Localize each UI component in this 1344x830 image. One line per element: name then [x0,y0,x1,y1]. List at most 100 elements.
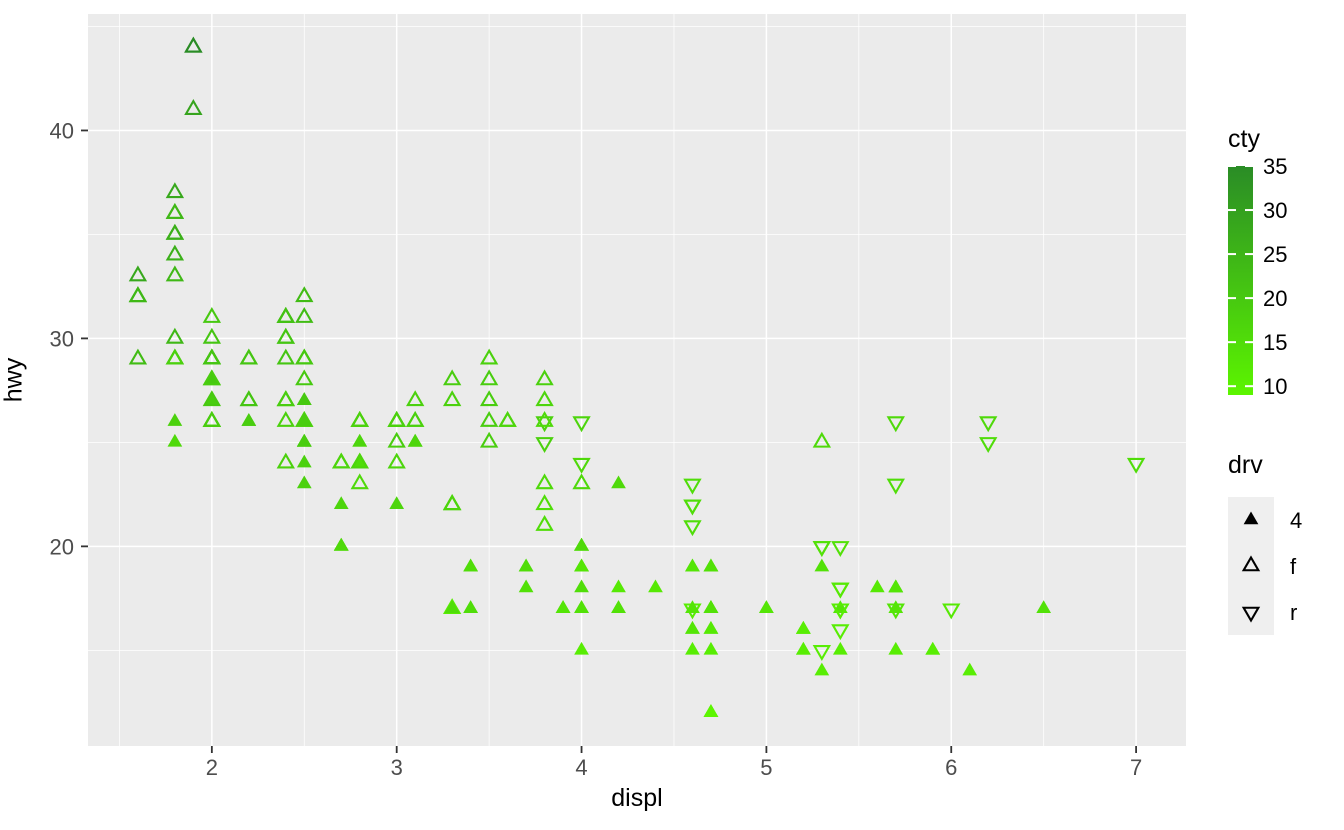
data-point [535,437,554,453]
data-point [333,496,349,510]
drv-legend-symbol-4 [1243,511,1259,525]
data-point [685,641,700,655]
data-point [886,478,905,495]
data-point [886,416,905,433]
cty-legend-label: 20 [1263,286,1287,311]
data-point [479,431,499,448]
data-point [165,348,185,365]
data-point [167,413,183,426]
data-point [812,431,832,448]
data-point [812,645,832,661]
data-point [442,369,462,386]
y-tick-label: 30 [50,326,74,351]
data-point [574,641,589,655]
data-point [239,348,258,365]
drv-legend-key [1228,543,1274,589]
data-point [518,579,534,593]
data-point [831,624,850,641]
data-point [683,478,702,495]
data-point [167,433,183,447]
data-point [703,600,719,613]
data-point [128,265,148,282]
data-point [611,475,626,489]
data-point [184,99,203,115]
data-point [979,416,998,433]
data-point [479,390,499,407]
data-point [296,433,312,447]
cty-legend-label: 25 [1263,242,1287,267]
data-point [535,514,554,531]
data-point [387,431,406,448]
data-point [406,390,425,407]
data-point [165,203,185,219]
data-point [165,223,185,240]
x-tick-label: 7 [1130,755,1142,780]
data-point [352,433,368,447]
data-point [572,473,591,490]
data-point [812,541,832,557]
data-point [202,307,222,323]
data-point [683,499,702,516]
drv-legend-key [1228,589,1274,635]
data-point [239,390,258,407]
x-axis-title: displ [611,784,663,812]
data-point [814,662,830,676]
data-point [832,641,848,655]
data-point [479,348,499,365]
x-tick-label: 3 [391,755,403,780]
data-point [276,348,295,365]
data-point [407,433,423,447]
data-point [685,621,700,634]
data-point [572,416,591,433]
data-point [555,600,571,613]
data-point [202,327,222,344]
data-point [611,579,626,593]
data-point [296,454,312,468]
data-point [535,410,554,427]
data-point [1036,600,1052,613]
data-point [295,307,314,323]
drv-legend-label: r [1290,600,1297,625]
data-point [204,392,220,406]
data-point [276,307,295,323]
data-point [831,603,850,620]
data-point [535,416,554,433]
data-point [444,600,460,613]
data-point [611,600,626,613]
drv-legend-label: f [1290,554,1297,579]
data-point [295,369,314,386]
data-point [128,348,148,365]
data-point [241,413,257,426]
data-point [296,392,312,406]
data-point [535,494,554,511]
data-point [796,641,811,655]
data-point [202,390,222,407]
data-point [479,410,499,427]
data-point [332,452,351,469]
data-point [202,369,222,386]
drv-legend-symbol-r [1241,606,1261,623]
cty-legend-label: 30 [1263,198,1287,223]
data-point [925,641,941,655]
data-point [389,496,405,510]
data-point [165,327,185,344]
x-tick-label: 5 [760,755,772,780]
data-point [831,582,850,599]
y-axis-title: hwy [0,357,28,403]
data-point [352,454,368,468]
drv-legend-label: 4 [1290,508,1302,533]
data-point [685,600,700,613]
x-tick-label: 6 [945,755,957,780]
data-point [683,520,702,537]
data-point [535,369,554,386]
data-point [276,327,295,344]
data-point [1126,457,1146,474]
data-point [979,437,998,453]
data-point [703,621,719,634]
data-point [574,600,589,613]
data-point [276,410,295,427]
data-point [518,558,534,572]
data-point [295,286,314,303]
data-point [276,390,295,407]
